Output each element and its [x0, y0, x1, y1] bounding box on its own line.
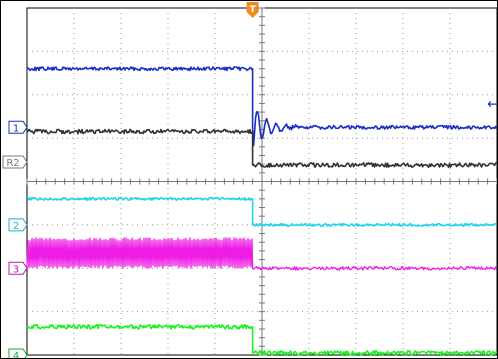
channel-marker-label: 4 [13, 351, 19, 359]
channel-marker-shape [8, 120, 28, 134]
channel-marker-shape [8, 261, 28, 275]
channel-marker-label: 2 [13, 221, 19, 232]
channel-marker-label: R2 [6, 158, 19, 169]
trace-magenta [26, 237, 498, 271]
offscreen-arrow-icon: ← [487, 96, 498, 112]
trigger-icon [246, 2, 259, 18]
trace-green [26, 323, 498, 356]
channel-marker-ch3: 3 [8, 261, 28, 275]
trace-blue [26, 66, 498, 147]
trace-gray [26, 128, 497, 168]
trigger-label: T [250, 5, 257, 15]
channel-marker-shape [8, 218, 28, 232]
channel-marker-ch1: 1 [8, 120, 28, 134]
trace-cyan [26, 196, 498, 227]
channel-marker-ch2: 2 [8, 218, 28, 232]
channel-marker-label: 3 [13, 264, 19, 275]
channel-marker-shape [2, 155, 28, 169]
trigger-marker: T [246, 2, 259, 18]
channel-marker-label: 1 [13, 123, 19, 134]
channel-marker-ch4: 4 [8, 348, 28, 359]
waveform-traces [26, 66, 498, 356]
channel-markers: 1 R2 2 3 4 ← [2, 96, 498, 359]
channel-marker-ref2: R2 [2, 155, 28, 169]
